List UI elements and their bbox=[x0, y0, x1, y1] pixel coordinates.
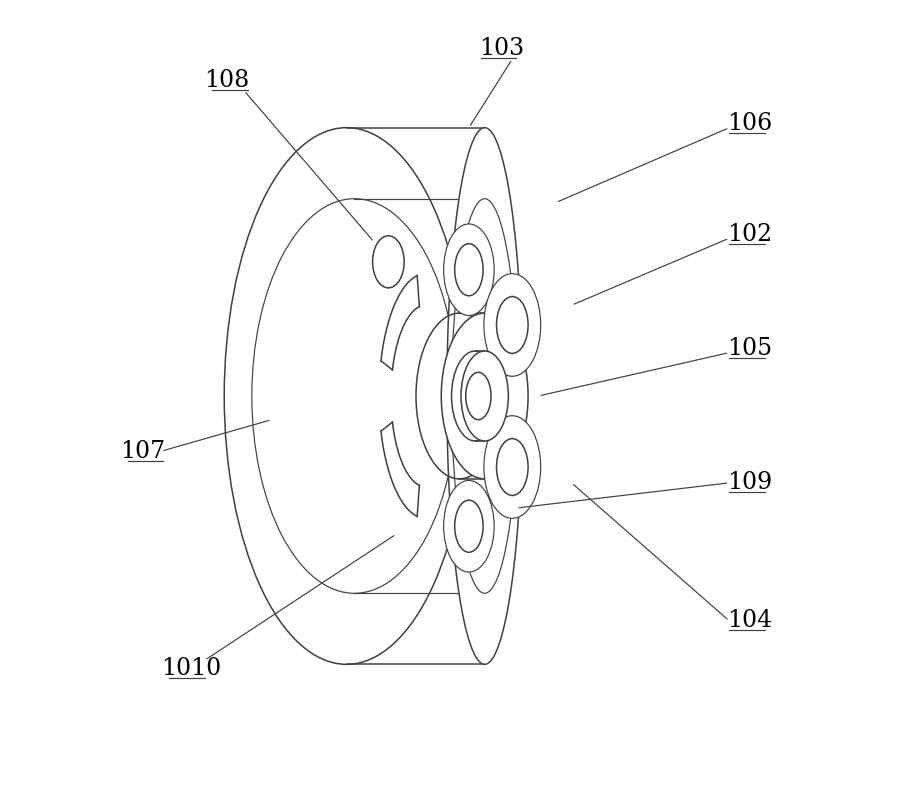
Ellipse shape bbox=[484, 416, 540, 518]
Ellipse shape bbox=[484, 274, 540, 376]
Ellipse shape bbox=[461, 351, 508, 441]
Ellipse shape bbox=[447, 128, 523, 664]
Ellipse shape bbox=[497, 296, 528, 353]
Ellipse shape bbox=[443, 481, 494, 572]
Ellipse shape bbox=[455, 501, 483, 552]
Ellipse shape bbox=[442, 313, 528, 479]
Text: 103: 103 bbox=[479, 37, 524, 60]
Text: 106: 106 bbox=[727, 112, 773, 135]
Text: 105: 105 bbox=[727, 337, 773, 360]
Ellipse shape bbox=[497, 439, 528, 496]
Text: 104: 104 bbox=[727, 609, 773, 633]
Text: 108: 108 bbox=[205, 69, 250, 92]
Ellipse shape bbox=[455, 244, 483, 295]
Text: 102: 102 bbox=[727, 223, 773, 246]
Text: 109: 109 bbox=[727, 471, 773, 494]
Text: 107: 107 bbox=[120, 440, 165, 463]
Ellipse shape bbox=[443, 224, 494, 315]
Text: 1010: 1010 bbox=[161, 657, 221, 680]
